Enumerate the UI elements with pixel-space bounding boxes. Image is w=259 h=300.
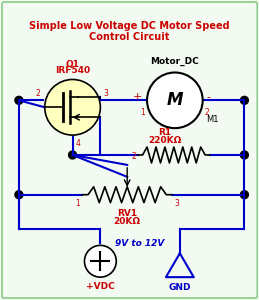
Circle shape — [240, 151, 248, 159]
Text: +: + — [133, 92, 142, 102]
Text: 3: 3 — [175, 199, 180, 208]
Circle shape — [240, 191, 248, 199]
Circle shape — [69, 151, 76, 159]
Circle shape — [15, 191, 23, 199]
Circle shape — [240, 96, 248, 104]
Text: 2: 2 — [205, 108, 210, 117]
Circle shape — [45, 80, 100, 135]
Text: 9V to 12V: 9V to 12V — [116, 239, 165, 248]
Text: M1: M1 — [206, 115, 218, 124]
Text: -: - — [207, 92, 211, 102]
Text: 2: 2 — [131, 152, 136, 161]
Text: Q1: Q1 — [66, 59, 80, 68]
Text: 4: 4 — [76, 139, 80, 148]
Text: RV1: RV1 — [117, 208, 137, 217]
Text: 20KΩ: 20KΩ — [114, 217, 141, 226]
Circle shape — [147, 73, 203, 128]
Text: Motor_DC: Motor_DC — [150, 56, 199, 66]
Text: 220KΩ: 220KΩ — [148, 136, 182, 145]
Text: Simple Low Voltage DC Motor Speed
Control Circuit: Simple Low Voltage DC Motor Speed Contro… — [29, 21, 229, 43]
Text: +VDC: +VDC — [86, 282, 115, 291]
FancyBboxPatch shape — [2, 2, 257, 298]
Circle shape — [84, 245, 116, 277]
Text: GND: GND — [169, 283, 191, 292]
Text: IRF540: IRF540 — [55, 67, 90, 76]
Text: 2: 2 — [35, 89, 40, 98]
Text: M: M — [167, 91, 183, 109]
Text: R1: R1 — [158, 128, 171, 137]
Circle shape — [15, 96, 23, 104]
Text: 3: 3 — [103, 89, 108, 98]
Text: 1: 1 — [75, 199, 80, 208]
Text: 1: 1 — [140, 108, 145, 117]
